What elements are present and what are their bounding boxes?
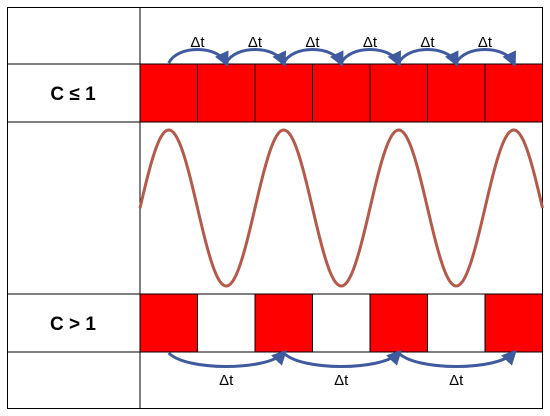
wave-curve <box>138 128 544 288</box>
top-time-step-arrows: Δt Δt Δt Δt Δt Δt <box>167 34 516 68</box>
bottom-arrow-1 <box>167 349 287 368</box>
bottom-dt-label-3: Δt <box>449 372 464 389</box>
unstable-cell-3 <box>254 293 313 353</box>
top-arrow-2 <box>224 48 286 68</box>
top-arrow-5 <box>397 48 459 68</box>
unstable-cell-4 <box>312 293 371 353</box>
top-dt-label-4: Δt <box>363 34 378 51</box>
stable-cell-6 <box>427 63 486 123</box>
unstable-cell-5 <box>369 293 428 353</box>
unstable-row-label: C > 1 <box>50 314 96 335</box>
bottom-arrow-3 <box>397 349 517 368</box>
stable-cell-7 <box>484 63 543 123</box>
unstable-cell-1 <box>139 293 198 353</box>
stable-row-label: C ≤ 1 <box>50 84 96 105</box>
bottom-arrow-2 <box>282 349 402 368</box>
top-dt-label-2: Δt <box>248 34 263 51</box>
top-dt-label-5: Δt <box>420 34 435 51</box>
top-dt-label-1: Δt <box>190 34 205 51</box>
stable-cell-2 <box>197 63 256 123</box>
stable-cell-1 <box>139 63 198 123</box>
stable-cell-5 <box>369 63 428 123</box>
bottom-time-step-arrows: Δt Δt Δt <box>167 349 517 389</box>
unstable-cell-7 <box>484 293 543 353</box>
top-arrow-6 <box>454 48 516 68</box>
top-arrow-1 <box>167 48 229 68</box>
stable-cell-4 <box>312 63 371 123</box>
bottom-dt-label-2: Δt <box>334 372 349 389</box>
unstable-cell-2 <box>197 293 256 353</box>
top-arrow-4 <box>339 48 401 68</box>
top-dt-label-3: Δt <box>305 34 320 51</box>
stable-cell-3 <box>254 63 313 123</box>
stable-row-cells <box>139 63 543 123</box>
unstable-row-cells <box>139 293 543 353</box>
bottom-dt-label-1: Δt <box>219 372 234 389</box>
top-arrow-3 <box>282 48 344 68</box>
top-dt-label-6: Δt <box>478 34 493 51</box>
unstable-cell-6 <box>427 293 486 353</box>
